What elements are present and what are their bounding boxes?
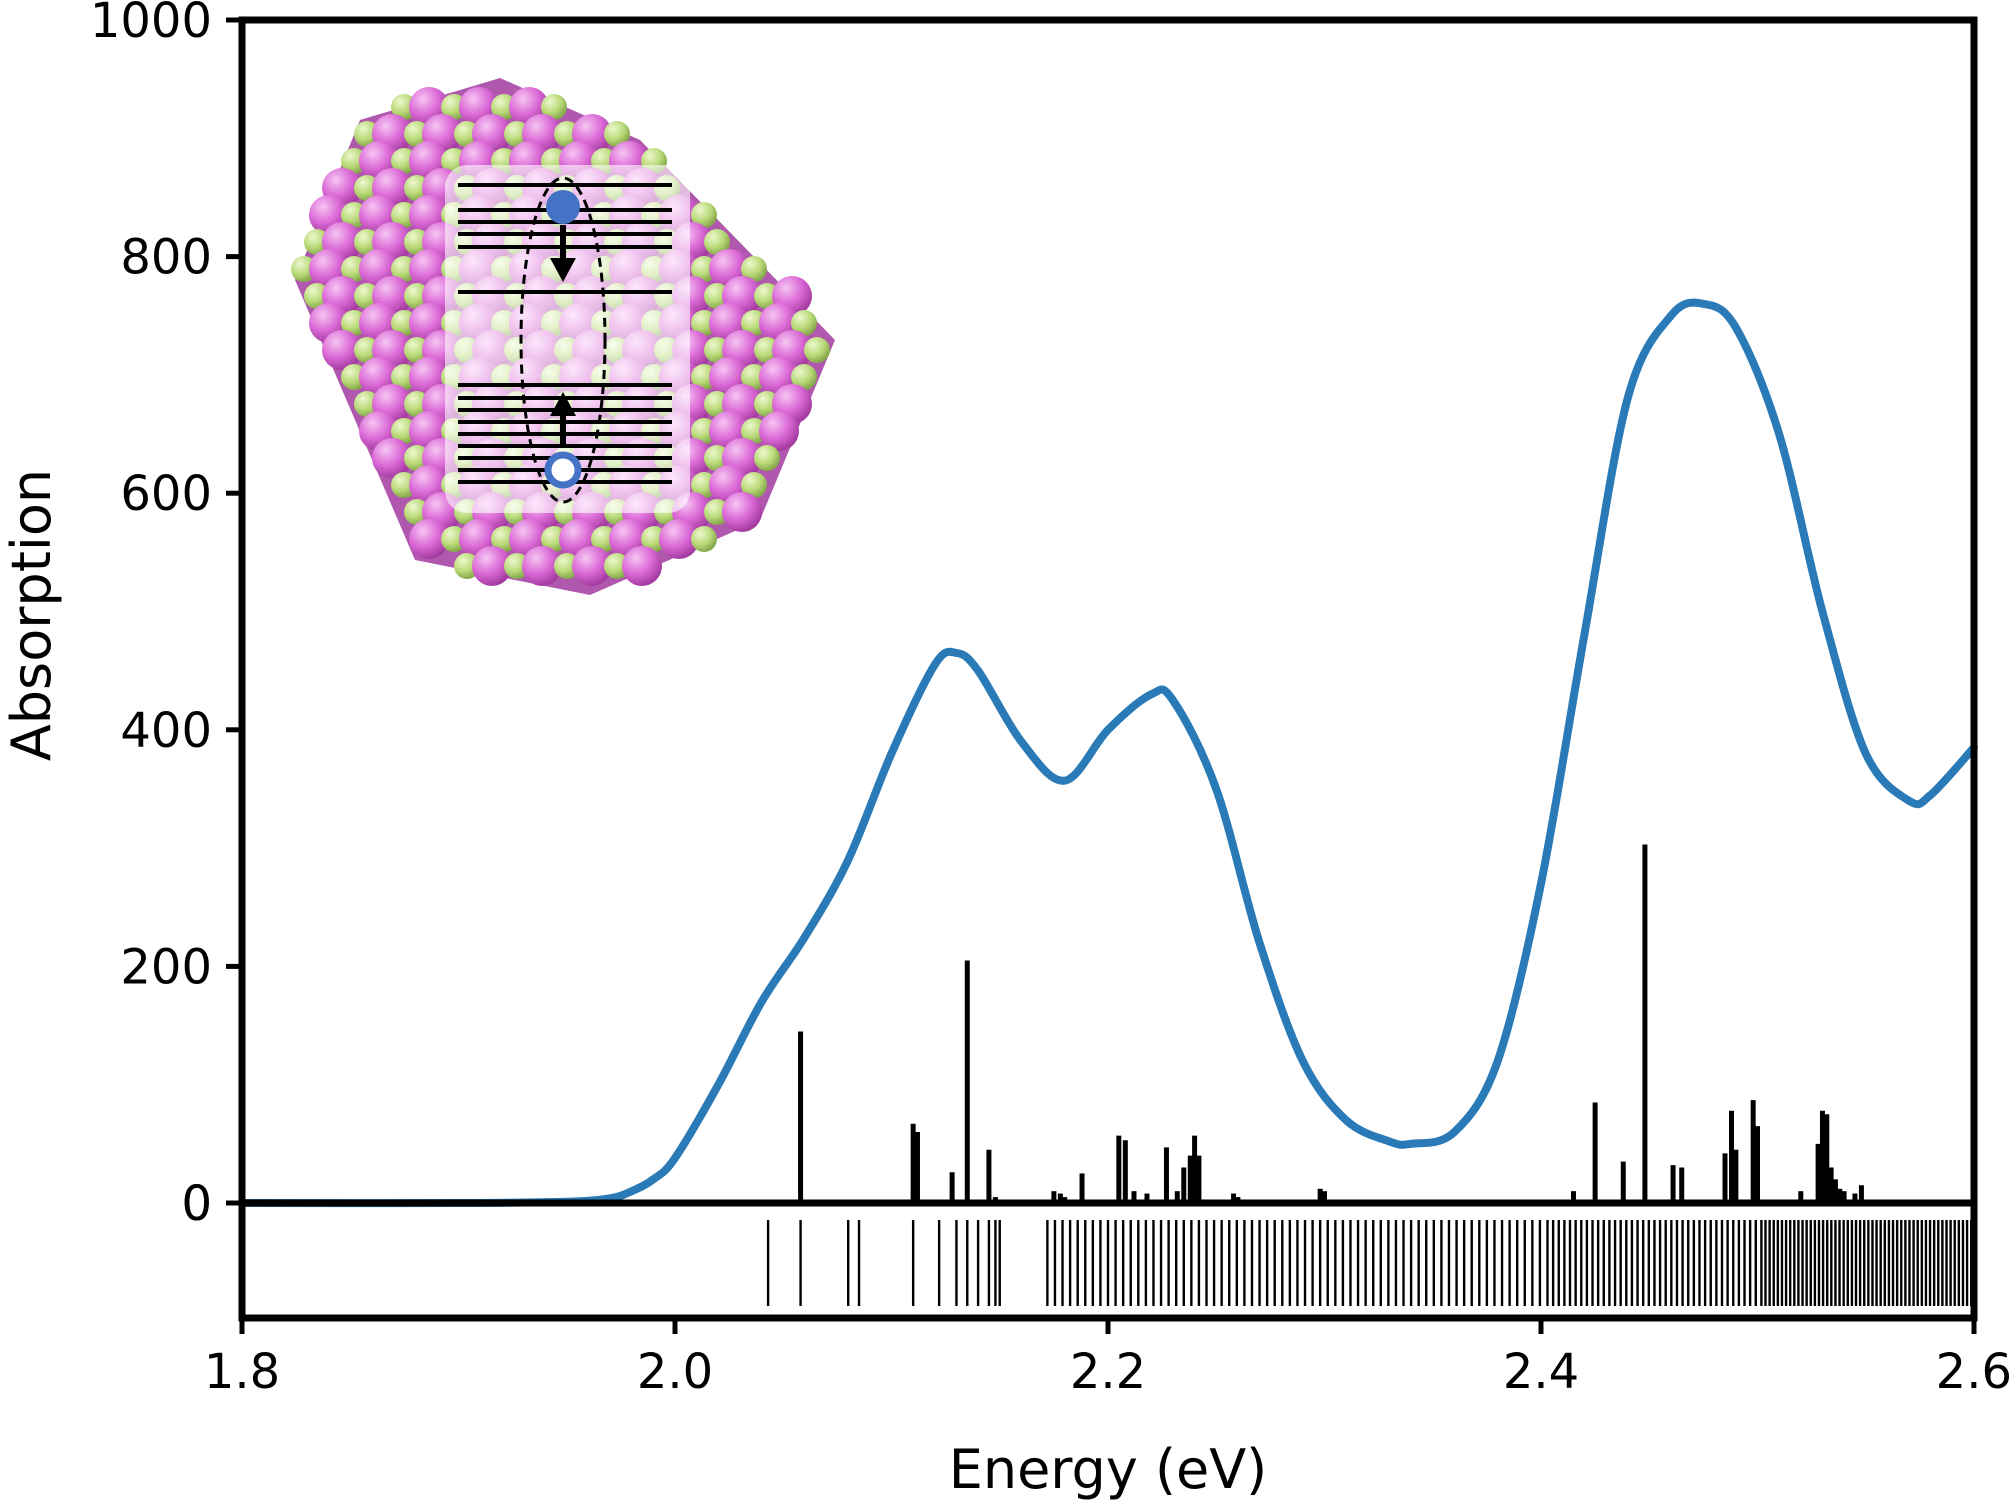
anion-atom — [541, 94, 567, 120]
arrow-up-icon-head — [550, 392, 576, 416]
x-tick-label: 2.0 — [637, 1344, 713, 1400]
cation-atom — [522, 546, 562, 586]
electron-icon — [546, 190, 580, 224]
x-tick-label: 2.2 — [1070, 1344, 1146, 1400]
anion-atom — [791, 310, 817, 336]
y-tick-label: 200 — [120, 939, 212, 995]
nanocrystal-inset-illustration — [291, 78, 835, 595]
x-axis-title: Energy (eV) — [949, 1438, 1268, 1501]
cation-atom — [372, 438, 412, 478]
anion-atom — [791, 364, 817, 390]
y-tick-label: 1000 — [90, 0, 212, 49]
cation-atom — [622, 546, 662, 586]
anion-atom — [691, 202, 717, 228]
cation-atom — [722, 492, 762, 532]
anion-atom — [704, 229, 730, 255]
y-axis-title: Absorption — [0, 469, 63, 761]
x-tick-label: 2.4 — [1503, 1344, 1579, 1400]
x-tick-label: 1.8 — [204, 1344, 280, 1400]
y-axis-ticks: 0 200 400 600 800 1000 — [90, 0, 242, 1232]
absorption-curve — [238, 298, 1978, 1208]
cation-atom — [659, 519, 699, 559]
hole-icon — [544, 451, 582, 489]
arrow-down-icon-head — [550, 258, 576, 282]
x-tick-label: 2.6 — [1936, 1344, 2012, 1400]
y-tick-label: 600 — [120, 466, 212, 522]
cation-atom — [472, 546, 512, 586]
anion-atom — [604, 121, 630, 147]
cation-atom — [572, 546, 612, 586]
anion-atom — [804, 337, 830, 363]
anion-atom — [741, 256, 767, 282]
y-tick-label: 800 — [120, 230, 212, 286]
anion-atom — [691, 526, 717, 552]
stick-spectrum — [798, 844, 1864, 1203]
lower-panel-tick-label: 0 — [181, 1176, 212, 1232]
energy-level-panel — [445, 165, 690, 513]
x-axis-ticks: 1.8 2.0 2.2 2.4 2.6 — [204, 1318, 2012, 1400]
exciton-outline — [519, 176, 607, 504]
anion-atom — [741, 472, 767, 498]
cation-atom — [759, 411, 799, 451]
cation-atom — [409, 519, 449, 559]
transition-lines — [766, 1220, 1973, 1306]
anion-atom — [754, 445, 780, 471]
y-tick-label: 400 — [120, 703, 212, 759]
y-tick-label: 0 — [181, 1176, 212, 1232]
cation-atom — [322, 330, 362, 370]
